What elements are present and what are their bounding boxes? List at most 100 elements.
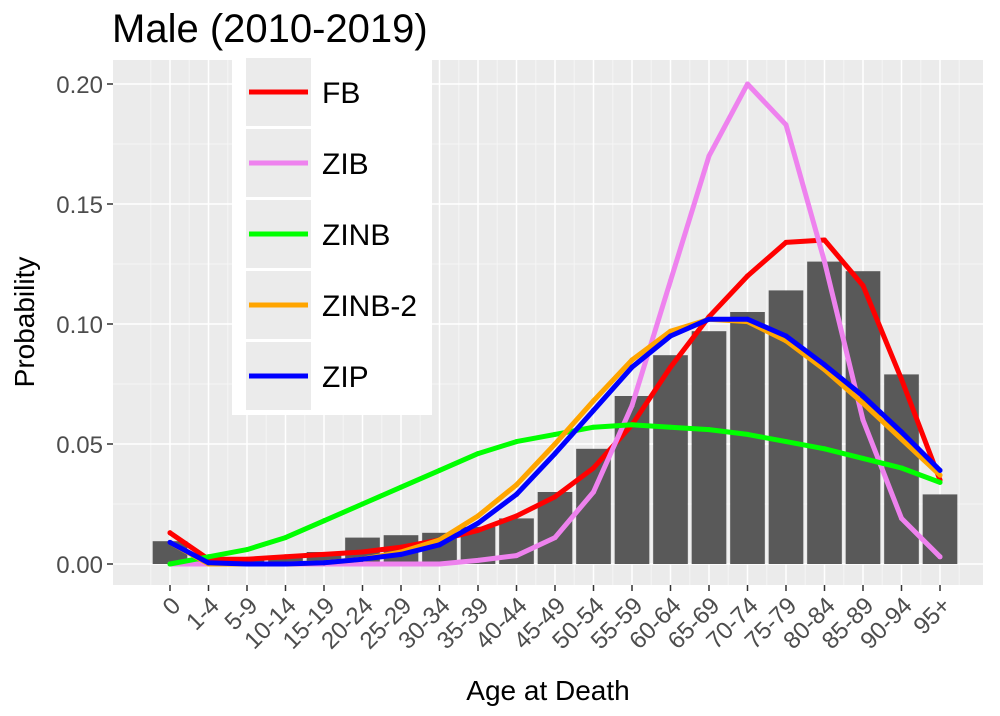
series-point-ZIB [629, 403, 635, 409]
series-point-ZINB [360, 501, 365, 507]
series-point-ZIP [475, 520, 481, 526]
legend-key-point-FB [275, 89, 281, 95]
bar-95+ [922, 494, 958, 564]
series-point-ZINB [437, 467, 442, 473]
series-point-ZIP [437, 542, 442, 548]
series-point-FB [783, 239, 789, 245]
y-tick-label: 0.05 [56, 432, 103, 459]
series-point-FB [360, 549, 365, 555]
series-point-ZINB [591, 424, 596, 430]
series-point-ZIB [783, 122, 789, 128]
series-point-ZIP [860, 393, 866, 399]
series-point-ZIP [206, 560, 211, 566]
series-point-ZIB [360, 561, 365, 567]
legend-label-ZINB: ZINB [322, 219, 390, 252]
series-point-ZIP [360, 556, 365, 562]
y-axis: 0.00 0.05 0.10 0.15 0.20 [56, 72, 113, 579]
series-point-ZIP [899, 429, 904, 435]
x-tick-label: 95+ [908, 592, 956, 640]
y-tick-label: 0.15 [56, 192, 103, 219]
series-point-ZIB [822, 259, 827, 265]
series-point-ZINB [552, 431, 558, 437]
legend-key-point-ZIP [275, 373, 281, 379]
series-point-ZINB [167, 561, 173, 567]
series-point-ZINB-2 [514, 482, 519, 488]
bar-65-69 [691, 331, 727, 564]
series-point-ZINB [745, 431, 750, 437]
legend: FB ZIB ZINB ZINB-2 ZIP [232, 57, 432, 415]
series-point-ZINB-2 [899, 436, 904, 442]
series-point-ZINB-2 [860, 400, 866, 406]
series-point-ZIB [937, 554, 943, 560]
series-point-FB [514, 513, 519, 519]
series-point-FB [321, 551, 327, 557]
series-point-ZINB [206, 554, 211, 560]
series-point-ZINB [822, 446, 827, 452]
series-point-FB [283, 554, 288, 560]
series-point-ZIB [706, 153, 712, 159]
series-point-ZINB-2 [668, 328, 673, 334]
x-axis-title: Age at Death [466, 675, 629, 706]
series-point-FB [244, 556, 250, 562]
series-point-ZIB [745, 81, 750, 87]
series-point-ZIB [398, 561, 404, 567]
series-point-FB [745, 273, 750, 279]
series-point-ZINB-2 [937, 472, 943, 478]
series-point-ZINB [937, 479, 943, 485]
series-point-ZIP [668, 333, 673, 339]
legend-key-point-ZIB [275, 160, 281, 166]
x-tick-label: 1-4 [181, 592, 225, 636]
series-point-ZIP [629, 364, 635, 370]
series-point-ZINB [398, 484, 404, 490]
y-axis-title: Probability [9, 257, 40, 388]
legend-key-point-ZINB-2 [275, 302, 281, 308]
series-point-FB [591, 465, 596, 471]
series-point-FB [167, 530, 173, 536]
series-point-ZIB [514, 553, 519, 559]
bar-10-14 [268, 556, 303, 564]
y-tick-label: 0.10 [56, 312, 103, 339]
series-point-ZIP [745, 316, 750, 322]
series-lines [167, 81, 943, 567]
series-point-ZIB [591, 489, 596, 495]
series-point-ZINB-2 [475, 513, 481, 519]
series-point-ZIB [899, 515, 904, 521]
series-point-ZIP [706, 316, 712, 322]
series-point-FB [822, 237, 827, 243]
series-point-ZINB [668, 424, 673, 430]
y-tick-label: 0.00 [56, 552, 103, 579]
legend-key-point-ZINB [275, 231, 281, 237]
series-point-ZIP [167, 539, 173, 545]
series-point-ZINB [629, 422, 635, 428]
series-point-ZIB [860, 417, 866, 423]
series-point-FB [860, 283, 866, 289]
series-point-ZINB-2 [552, 441, 558, 447]
series-point-FB [398, 544, 404, 550]
series-point-ZIB [437, 561, 442, 567]
series-point-FB [899, 376, 904, 382]
legend-label-ZINB-2: ZINB-2 [322, 290, 417, 323]
series-point-ZINB [860, 455, 866, 461]
grid-minor [113, 60, 983, 585]
series-point-ZIB [552, 535, 558, 541]
series-point-ZIP [398, 551, 404, 557]
series-point-ZIP [514, 491, 519, 497]
series-point-ZINB [514, 439, 519, 445]
series-point-ZINB [706, 427, 712, 433]
bar-60-64 [653, 355, 688, 564]
series-point-ZIB [475, 557, 481, 563]
series-point-ZINB [244, 547, 250, 553]
series-point-FB [668, 364, 673, 370]
series-point-ZIP [552, 451, 558, 457]
series-point-ZINB-2 [591, 398, 596, 404]
series-point-ZIP [244, 561, 250, 567]
series-point-ZIP [283, 561, 288, 567]
series-point-FB [552, 494, 558, 500]
series-point-FB [475, 527, 481, 533]
y-tick-label: 0.20 [56, 72, 103, 99]
series-point-ZINB [783, 439, 789, 445]
series-point-ZINB-2 [629, 357, 635, 363]
series-point-ZINB [475, 451, 481, 457]
series-point-ZINB [899, 465, 904, 471]
